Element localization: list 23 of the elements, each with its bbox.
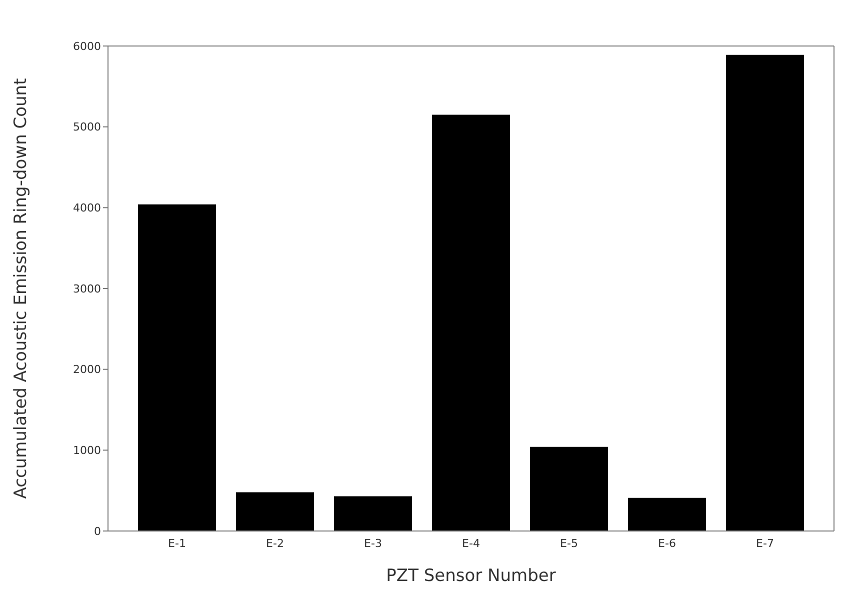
bar	[138, 204, 216, 531]
y-tick-label: 1000	[73, 444, 101, 458]
bar	[432, 114, 510, 531]
bar	[236, 492, 314, 531]
x-tick-label: E-1	[168, 536, 186, 550]
y-tick-label: 5000	[73, 120, 101, 134]
x-axis-title: PZT Sensor Number	[386, 566, 556, 586]
x-tick-label: E-7	[756, 536, 774, 550]
y-tick-label: 2000	[73, 363, 101, 376]
bar	[628, 498, 706, 531]
y-axis-title: Accumulated Acoustic Emission Ring-down Count	[11, 78, 32, 499]
y-tick-label: 3000	[73, 282, 101, 296]
bar	[530, 446, 608, 531]
x-tick-label: E-3	[364, 536, 382, 550]
x-tick-label: E-2	[266, 536, 284, 550]
bar	[334, 496, 412, 531]
bar	[726, 54, 804, 531]
x-tick-label: E-4	[462, 536, 480, 550]
y-tick-label: 4000	[73, 202, 101, 215]
x-tick-label: E-5	[560, 536, 578, 550]
x-tick-label: E-6	[658, 536, 676, 550]
y-tick-label: 6000	[73, 40, 101, 53]
y-tick-label: 0	[94, 524, 101, 538]
